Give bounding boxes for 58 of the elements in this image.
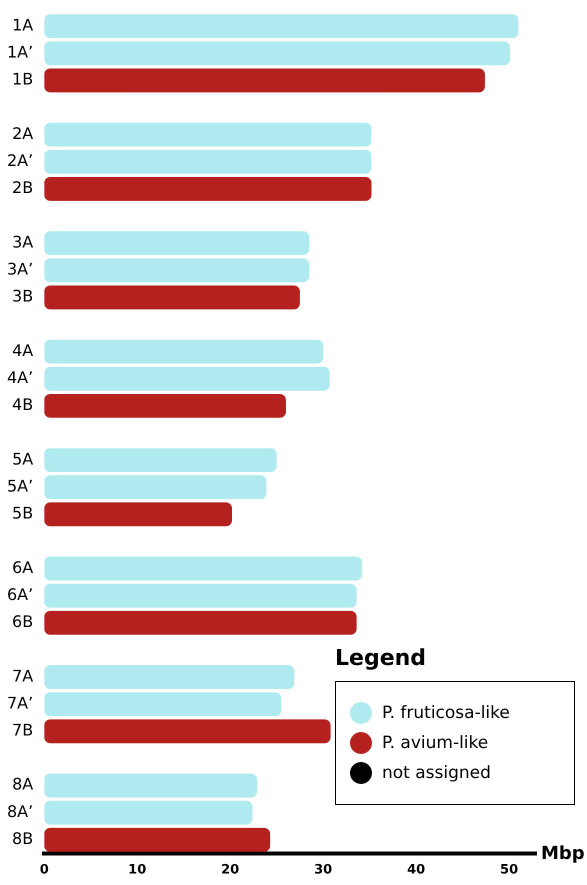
y-tick-label: 7A’ (6, 693, 34, 712)
bar (44, 394, 286, 418)
legend-label: P. fruticosa-like (382, 703, 510, 723)
y-tick-label: 1A (12, 15, 34, 34)
bar (44, 475, 266, 500)
y-tick-label: 1A’ (6, 42, 34, 62)
x-tick-label: 20 (221, 862, 240, 878)
bar (44, 150, 372, 174)
legend-label: P. avium-like (382, 733, 488, 753)
y-tick-label: 2B (12, 178, 34, 198)
y-tick-label: 6B (12, 612, 34, 632)
bar (44, 14, 518, 38)
bar (44, 665, 294, 690)
y-tick-label: 7B (12, 720, 34, 740)
y-tick-label: 8A’ (6, 802, 34, 821)
bar (44, 68, 485, 92)
y-tick-label: 8B (12, 828, 34, 848)
y-tick-label: 1B (12, 70, 34, 89)
x-tick-label: 30 (314, 862, 332, 878)
x-tick-label: 50 (500, 862, 518, 878)
bar (44, 800, 252, 825)
y-tick-label: 3B (12, 286, 34, 306)
legend-title: Legend (335, 646, 428, 671)
y-tick-label: 2A’ (6, 150, 34, 170)
y-tick-label: 2A (12, 124, 34, 143)
y-tick-label: 4B (12, 395, 34, 414)
bar (44, 41, 510, 66)
bar (44, 610, 357, 635)
y-tick-label: 8A (12, 774, 34, 794)
bar (44, 584, 357, 608)
bar (44, 231, 310, 256)
bar (44, 258, 310, 282)
y-tick-label: 4A’ (6, 368, 34, 387)
y-tick-label: 3A (12, 232, 34, 252)
y-tick-label: 5A (12, 449, 34, 468)
y-tick-label: 4A (12, 340, 34, 360)
bar (44, 556, 362, 581)
bar (44, 366, 330, 391)
legend-label: not assigned (382, 763, 491, 783)
y-tick-label: 3A’ (6, 259, 34, 278)
y-tick-label: 6A (12, 558, 34, 577)
x-axis-title: Mbp (541, 843, 585, 864)
y-tick-label: 7A (12, 666, 34, 686)
y-tick-label: 5B (12, 504, 34, 523)
bar (44, 502, 232, 526)
bar (44, 340, 324, 364)
bar (44, 448, 277, 472)
y-tick-label: 5A’ (6, 476, 34, 496)
x-tick-label: 0 (40, 862, 49, 878)
x-tick-label: 40 (407, 862, 426, 878)
bar (44, 692, 282, 716)
bar (44, 285, 300, 310)
x-tick-label: 10 (128, 862, 146, 878)
bar (44, 774, 258, 798)
bar (44, 122, 372, 147)
y-tick-label: 6A’ (6, 584, 34, 604)
bar (44, 719, 331, 744)
bar (44, 176, 372, 201)
